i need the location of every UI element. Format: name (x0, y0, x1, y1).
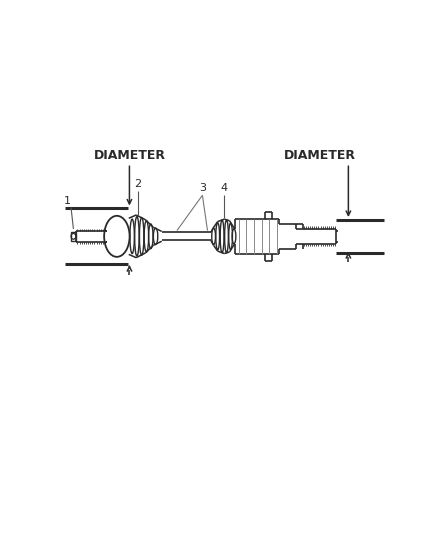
Text: 1: 1 (64, 196, 71, 206)
Text: 4: 4 (220, 183, 227, 193)
Text: DIAMETER: DIAMETER (93, 149, 166, 163)
Text: 3: 3 (199, 183, 206, 193)
Text: 2: 2 (134, 179, 141, 189)
Text: DIAMETER: DIAMETER (283, 149, 356, 163)
